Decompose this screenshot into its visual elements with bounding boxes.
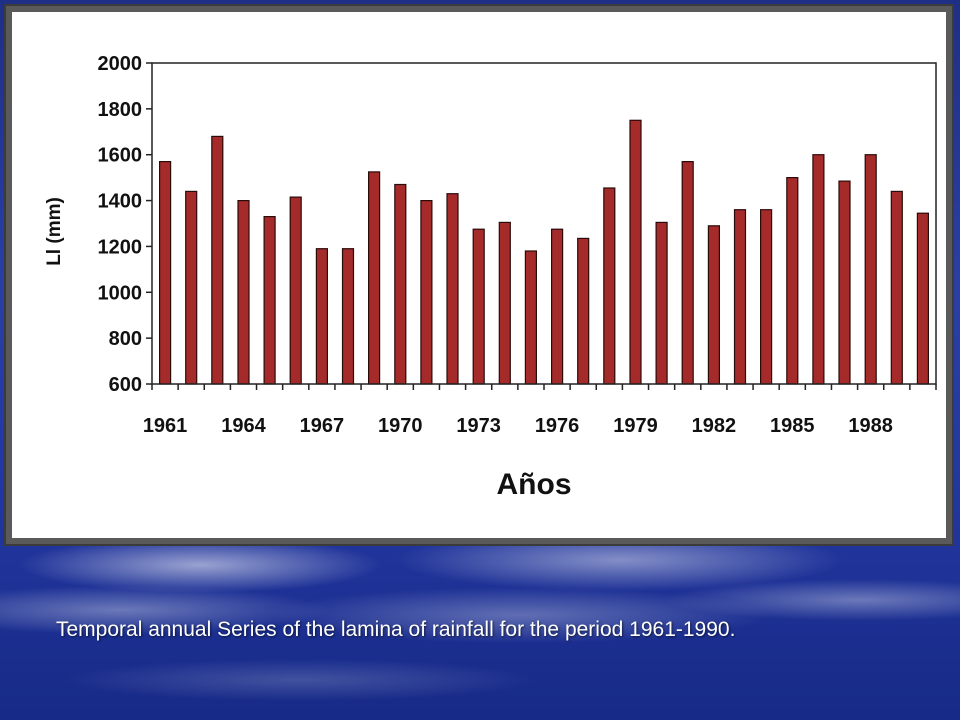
x-tick-label: 1970 xyxy=(378,415,423,437)
x-axis-label: Años xyxy=(497,468,572,501)
y-tick-label: 600 xyxy=(109,374,142,396)
y-tick-label: 1200 xyxy=(98,236,143,258)
bar-1979 xyxy=(629,119,642,385)
bar-1977 xyxy=(577,237,590,385)
bar-1986 xyxy=(812,154,825,385)
x-ticks-group: 1961 1964 1967 1970 1973 1976 1979 1982 1985 1988 xyxy=(143,384,937,437)
bar-1981 xyxy=(681,161,694,385)
bar-1971 xyxy=(420,200,433,385)
y-ticks-group: 600 800 1000 1200 1400 1600 1800 2000 xyxy=(98,53,152,396)
x-tick-label: 1976 xyxy=(535,415,580,437)
bar-1985 xyxy=(786,177,799,385)
bar-1969 xyxy=(368,171,381,385)
bar-1963 xyxy=(211,135,224,385)
bar-1966 xyxy=(289,196,302,385)
slide-caption: Temporal annual Series of the lamina of … xyxy=(56,618,736,641)
y-tick-label: 1600 xyxy=(98,145,143,167)
y-tick-label: 1000 xyxy=(98,282,143,304)
y-tick-label: 2000 xyxy=(98,53,143,75)
bar-1968 xyxy=(341,248,355,385)
chart-panel: Ll (mm) Años 600 800 1000 1200 1400 1600 1800 2… xyxy=(4,4,954,546)
bar-1974 xyxy=(498,221,511,385)
bars-group xyxy=(159,119,930,385)
bar-1961 xyxy=(159,161,172,385)
bar-1967 xyxy=(315,248,328,385)
bar-1989 xyxy=(890,190,903,385)
bar-1973 xyxy=(472,228,485,385)
bar-1976 xyxy=(550,228,564,385)
x-tick-label: 1967 xyxy=(300,415,345,437)
y-axis-label: Ll (mm) xyxy=(44,197,65,266)
y-axis-label-group: Ll (mm) xyxy=(44,197,65,266)
x-tick-label: 1964 xyxy=(221,415,266,437)
bar-chart: Ll (mm) Años 600 800 1000 1200 1400 1600 1800 2… xyxy=(44,53,937,501)
x-tick-label: 1988 xyxy=(848,415,893,437)
bar-1987 xyxy=(838,180,851,385)
bar-1984 xyxy=(759,209,773,385)
bar-1988 xyxy=(864,154,877,385)
bar-1975 xyxy=(524,250,538,385)
x-tick-label: 1979 xyxy=(613,415,658,437)
bar-1970 xyxy=(394,183,407,385)
bar-1962 xyxy=(185,190,198,385)
y-tick-label: 800 xyxy=(109,328,142,350)
x-tick-label: 1985 xyxy=(770,415,815,437)
x-tick-label: 1973 xyxy=(456,415,501,437)
bar-1972 xyxy=(446,193,459,385)
bar-1983 xyxy=(733,209,747,385)
bar-1980 xyxy=(655,221,668,385)
bar-1964 xyxy=(237,200,250,385)
x-tick-label: 1961 xyxy=(143,415,188,437)
bar-1982 xyxy=(707,225,721,385)
chart-area: Ll (mm) Años 600 800 1000 1200 1400 1600 1800 2… xyxy=(12,12,946,538)
bar-1978 xyxy=(603,187,616,385)
bar-1990 xyxy=(916,212,930,385)
y-tick-label: 1800 xyxy=(98,99,143,121)
bar-1965 xyxy=(263,216,276,385)
y-tick-label: 1400 xyxy=(98,191,143,213)
x-tick-label: 1982 xyxy=(692,415,737,437)
